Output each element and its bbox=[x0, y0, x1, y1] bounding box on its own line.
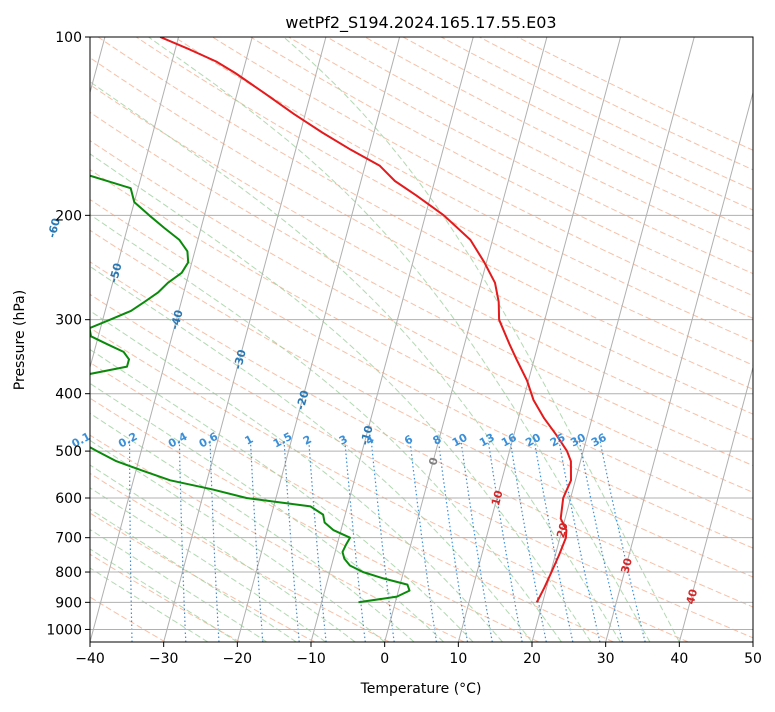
y-tick-label: 700 bbox=[55, 531, 82, 547]
x-tick-label: −30 bbox=[149, 651, 179, 667]
y-tick-label: 200 bbox=[55, 208, 82, 224]
y-tick-label: 300 bbox=[55, 313, 82, 329]
x-axis-label: Temperature (°C) bbox=[360, 681, 482, 697]
x-tick-label: 0 bbox=[380, 651, 389, 667]
x-tick-label: −20 bbox=[223, 651, 253, 667]
y-tick-label: 100 bbox=[55, 30, 82, 46]
y-tick-label: 900 bbox=[55, 595, 82, 611]
y-tick-label: 600 bbox=[55, 491, 82, 507]
y-tick-label: 1000 bbox=[46, 622, 82, 638]
y-tick-label: 400 bbox=[55, 387, 82, 403]
x-tick-label: −40 bbox=[75, 651, 105, 667]
x-tick-label: 50 bbox=[744, 651, 762, 667]
x-tick-label: 10 bbox=[449, 651, 467, 667]
y-tick-label: 500 bbox=[55, 444, 82, 460]
x-tick-label: 20 bbox=[523, 651, 541, 667]
x-tick-label: 40 bbox=[670, 651, 688, 667]
x-tick-label: 30 bbox=[597, 651, 615, 667]
x-tick-label: −10 bbox=[296, 651, 326, 667]
chart-title: wetPf2_S194.2024.165.17.55.E03 bbox=[285, 13, 556, 33]
y-tick-label: 800 bbox=[55, 565, 82, 581]
y-axis-label: Pressure (hPa) bbox=[12, 290, 28, 390]
